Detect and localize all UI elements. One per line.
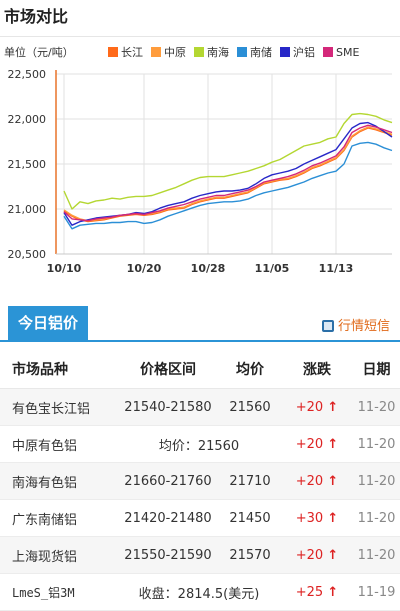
- price-table: 市场品种 价格区间 均价 涨跌 日期 有色宝长江铝 21540-21580 21…: [0, 350, 400, 611]
- legend-label: 南储: [250, 46, 272, 59]
- column-header-avg: 均价: [219, 350, 281, 389]
- change-value: +20: [295, 436, 324, 452]
- price-date: 11-20: [353, 425, 400, 463]
- price-change: +30 ↑: [281, 499, 353, 537]
- change-value: +20: [295, 547, 324, 563]
- y-tick-label: 20,500: [8, 248, 47, 261]
- avg-price: 21570: [219, 536, 281, 574]
- up-arrow-icon: ↑: [327, 473, 339, 489]
- price-change: +20 ↑: [281, 388, 353, 426]
- table-row: 南海有色铝 21660-21760 21710 +20 ↑ 11-20: [0, 462, 400, 500]
- table-row: 上海现货铝 21550-21590 21570 +20 ↑ 11-20: [0, 536, 400, 574]
- legend-label: SME: [336, 46, 360, 59]
- change-value: +20: [295, 473, 324, 489]
- price-comparison-chart: 20,500 21,000 21,500 22,000 22,500 10/10 10/20…: [8, 68, 393, 275]
- legend-label: 长江: [121, 46, 143, 59]
- table-row: 有色宝长江铝 21540-21580 21560 +20 ↑ 11-20: [0, 388, 400, 426]
- legend-item: 沪铝: [280, 44, 315, 60]
- avg-price: 21560: [219, 388, 281, 426]
- market-sms-link-label: 行情短信: [337, 319, 390, 334]
- market-name: 广东南储铝: [0, 499, 117, 537]
- price-date: 11-20: [353, 462, 400, 500]
- legend-item: 南海: [194, 44, 229, 60]
- series-line-长江: [63, 127, 393, 223]
- legend-label: 中原: [164, 46, 186, 59]
- y-tick-label: 22,500: [8, 68, 47, 81]
- legend-swatch: [280, 47, 290, 57]
- table-header-row: 市场品种 价格区间 均价 涨跌 日期: [0, 350, 400, 389]
- y-axis-unit-label: 单位（元/吨）: [4, 46, 74, 59]
- series-line-南储: [63, 141, 393, 230]
- column-header-range: 价格区间: [117, 350, 219, 389]
- y-tick-label: 21,500: [8, 158, 47, 171]
- table-row: 中原有色铝 均价：21560 +20 ↑ 11-20: [0, 425, 400, 463]
- price-change: +20 ↑: [281, 536, 353, 574]
- page-header: 市场对比: [0, 0, 400, 37]
- table-row: LmeS_铝3M 收盘：2814.5(美元) +25 ↑ 11-19: [0, 573, 400, 611]
- up-arrow-icon: ↑: [327, 436, 339, 452]
- price-range: 21550-21590: [117, 536, 219, 574]
- series-line-SME: [63, 124, 393, 222]
- price-date: 11-20: [353, 536, 400, 574]
- chart-legend: 长江 中原 南海 南储 沪铝 SME: [108, 44, 367, 60]
- column-header-date: 日期: [353, 350, 400, 389]
- market-name: 中原有色铝: [0, 425, 117, 463]
- market-name: 南海有色铝: [0, 462, 117, 500]
- legend-item: 中原: [151, 44, 186, 60]
- market-name: LmeS_铝3M: [0, 573, 117, 611]
- up-arrow-icon: ↑: [327, 584, 339, 600]
- price-change: +25 ↑: [281, 573, 353, 611]
- x-tick-label: 11/05: [255, 262, 290, 275]
- close-price-merged: 收盘：2814.5(美元): [117, 573, 281, 611]
- market-name: 上海现货铝: [0, 536, 117, 574]
- price-range: 21420-21480: [117, 499, 219, 537]
- legend-swatch: [237, 47, 247, 57]
- legend-item: 南储: [237, 44, 272, 60]
- y-tick-label: 22,000: [8, 113, 47, 126]
- legend-swatch: [323, 47, 333, 57]
- y-tick-label: 21,000: [8, 203, 47, 216]
- up-arrow-icon: ↑: [327, 399, 339, 415]
- legend-label: 沪铝: [293, 46, 315, 59]
- price-change: +20 ↑: [281, 425, 353, 463]
- price-date: 11-20: [353, 499, 400, 537]
- legend-item: 长江: [108, 44, 143, 60]
- market-name: 有色宝长江铝: [0, 388, 117, 426]
- legend-swatch: [108, 47, 118, 57]
- series-line-南海: [63, 112, 393, 210]
- change-value: +30: [295, 510, 324, 526]
- price-change: +20 ↑: [281, 462, 353, 500]
- price-date: 11-19: [353, 573, 400, 611]
- today-price-section-header: 今日铝价 行情短信: [0, 304, 400, 342]
- legend-item: SME: [323, 46, 359, 59]
- avg-price: 21450: [219, 499, 281, 537]
- x-tick-label: 11/13: [319, 262, 354, 275]
- legend-label: 南海: [207, 46, 229, 59]
- price-date: 11-20: [353, 388, 400, 426]
- price-range: 21540-21580: [117, 388, 219, 426]
- up-arrow-icon: ↑: [327, 547, 339, 563]
- page-title: 市场对比: [4, 7, 69, 26]
- legend-swatch: [151, 47, 161, 57]
- avg-price: 21710: [219, 462, 281, 500]
- x-tick-label: 10/10: [47, 262, 82, 275]
- series-line-沪铝: [63, 121, 393, 226]
- column-header-market: 市场品种: [0, 350, 117, 389]
- up-arrow-icon: ↑: [327, 510, 339, 526]
- legend-swatch: [194, 47, 204, 57]
- price-range: 21660-21760: [117, 462, 219, 500]
- avg-price-merged: 均价：21560: [117, 425, 281, 463]
- market-sms-link[interactable]: 行情短信: [321, 315, 390, 334]
- table-row: 广东南储铝 21420-21480 21450 +30 ↑ 11-20: [0, 499, 400, 537]
- change-value: +20: [295, 399, 324, 415]
- x-tick-label: 10/28: [191, 262, 226, 275]
- magnifier-icon: [321, 320, 334, 332]
- today-price-tab[interactable]: 今日铝价: [8, 306, 89, 340]
- change-value: +25: [295, 584, 324, 600]
- column-header-change: 涨跌: [281, 350, 353, 389]
- x-tick-label: 10/20: [127, 262, 162, 275]
